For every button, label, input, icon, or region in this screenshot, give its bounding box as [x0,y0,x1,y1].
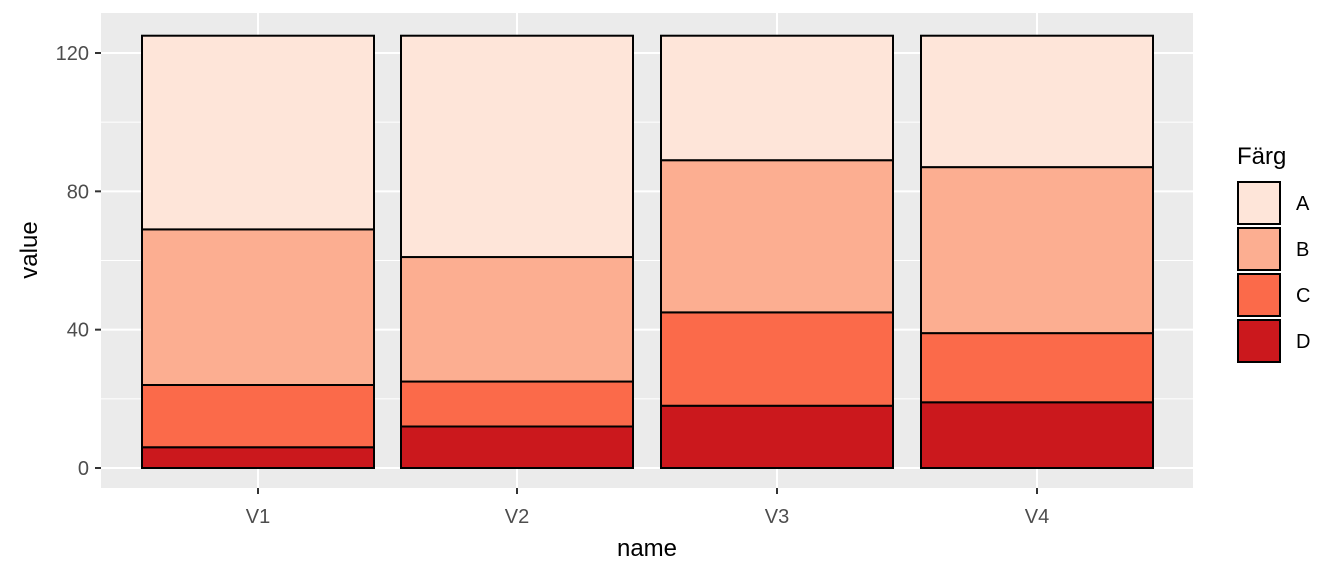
bar-segment-v4-a [920,34,1154,169]
y-tick-label: 0 [78,458,89,480]
bar-segment-v3-a [660,34,894,162]
legend-title: Färg [1237,143,1286,170]
y-tick-label: 120 [56,43,89,65]
bar-segment-v1-a [141,34,375,231]
bars-layer [141,34,1154,469]
x-axis: V1 V2 V3 V4 [246,488,1049,528]
x-tick-label: V1 [246,506,270,528]
y-tick-label: 80 [67,181,89,203]
bar-segment-v1-c [141,384,375,449]
x-tick-label: V2 [505,506,529,528]
bar-segment-v4-c [920,332,1154,404]
bar-segment-v3-d [660,404,894,469]
bar-segment-v2-d [400,425,634,469]
bar-segment-v3-c [660,311,894,407]
legend-label-b: B [1296,239,1309,261]
legend-key-b [1237,227,1281,271]
bar-segment-v2-a [400,34,634,259]
y-axis: 0 40 80 120 [56,43,101,480]
x-axis-title: name [617,535,677,562]
legend-key-c [1237,273,1281,317]
bar-segment-v2-b [400,256,634,383]
legend-label-d: D [1296,331,1310,353]
y-tick-label: 40 [67,320,89,342]
legend-label-a: A [1296,193,1310,215]
bar-segment-v4-b [920,166,1154,335]
legend-key-d [1237,319,1281,363]
bar-segment-v1-b [141,228,375,386]
bar-segment-v2-c [400,380,634,428]
y-axis-title: value [16,221,43,278]
legend-key-a [1237,181,1281,225]
legend-label-c: C [1296,285,1310,307]
bar-segment-v4-d [920,401,1154,469]
legend: Färg A B C D [1237,143,1310,363]
x-tick-label: V3 [765,506,789,528]
x-tick-label: V4 [1025,506,1049,528]
bar-segment-v1-d [141,446,375,469]
bar-segment-v3-b [660,159,894,314]
